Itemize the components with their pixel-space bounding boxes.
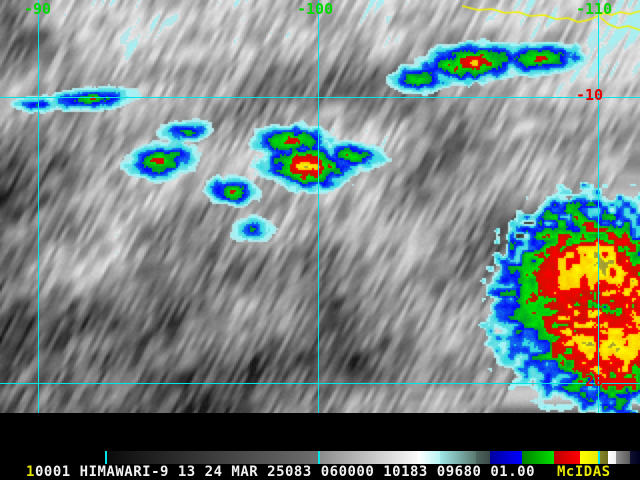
colorbar-tick-marker <box>318 451 320 465</box>
frame-sequence-number: 1 <box>26 464 35 480</box>
longitude-label: -110 <box>576 0 613 18</box>
satellite-image-panel[interactable] <box>0 0 640 413</box>
colorbar-segment <box>522 451 554 465</box>
image-bottom-padding <box>0 413 640 451</box>
colorbar-tick-marker <box>105 451 107 465</box>
latitude-label: -10 <box>576 86 604 104</box>
colorbar-segment <box>598 451 608 465</box>
image-metadata-text: 0001 HIMAWARI-9 13 24 MAR 25083 060000 1… <box>35 464 536 480</box>
colorbar-segment <box>490 451 522 465</box>
colorbar-segment <box>440 451 476 465</box>
longitude-label: -100 <box>297 0 334 18</box>
colorbar-segment <box>630 451 640 465</box>
colorbar-segment <box>608 451 616 465</box>
colorbar-segment <box>0 451 105 465</box>
mcidas-brand-label: McIDAS <box>557 464 611 480</box>
satellite-infrared-image[interactable] <box>0 0 640 413</box>
enhancement-colorbar-row <box>0 451 640 465</box>
colorbar-tick-marker <box>598 451 600 465</box>
colorbar-segment <box>476 451 490 465</box>
colorbar-segment <box>580 451 598 465</box>
longitude-gridline <box>598 0 599 450</box>
colorbar-segment <box>616 451 630 465</box>
status-bar: 1 0001 HIMAWARI-9 13 24 MAR 25083 060000… <box>0 464 640 480</box>
longitude-label: -90 <box>24 0 52 18</box>
longitude-gridline <box>38 0 39 450</box>
colorbar-segment <box>318 451 418 465</box>
colorbar-segment <box>554 451 580 465</box>
latitude-gridline <box>0 383 640 384</box>
latitude-gridline <box>0 97 640 98</box>
longitude-gridline <box>318 0 319 450</box>
colorbar-segment <box>418 451 440 465</box>
latitude-label: -20 <box>576 372 604 390</box>
enhancement-colorbar[interactable] <box>0 451 640 465</box>
colorbar-segment <box>105 451 318 465</box>
